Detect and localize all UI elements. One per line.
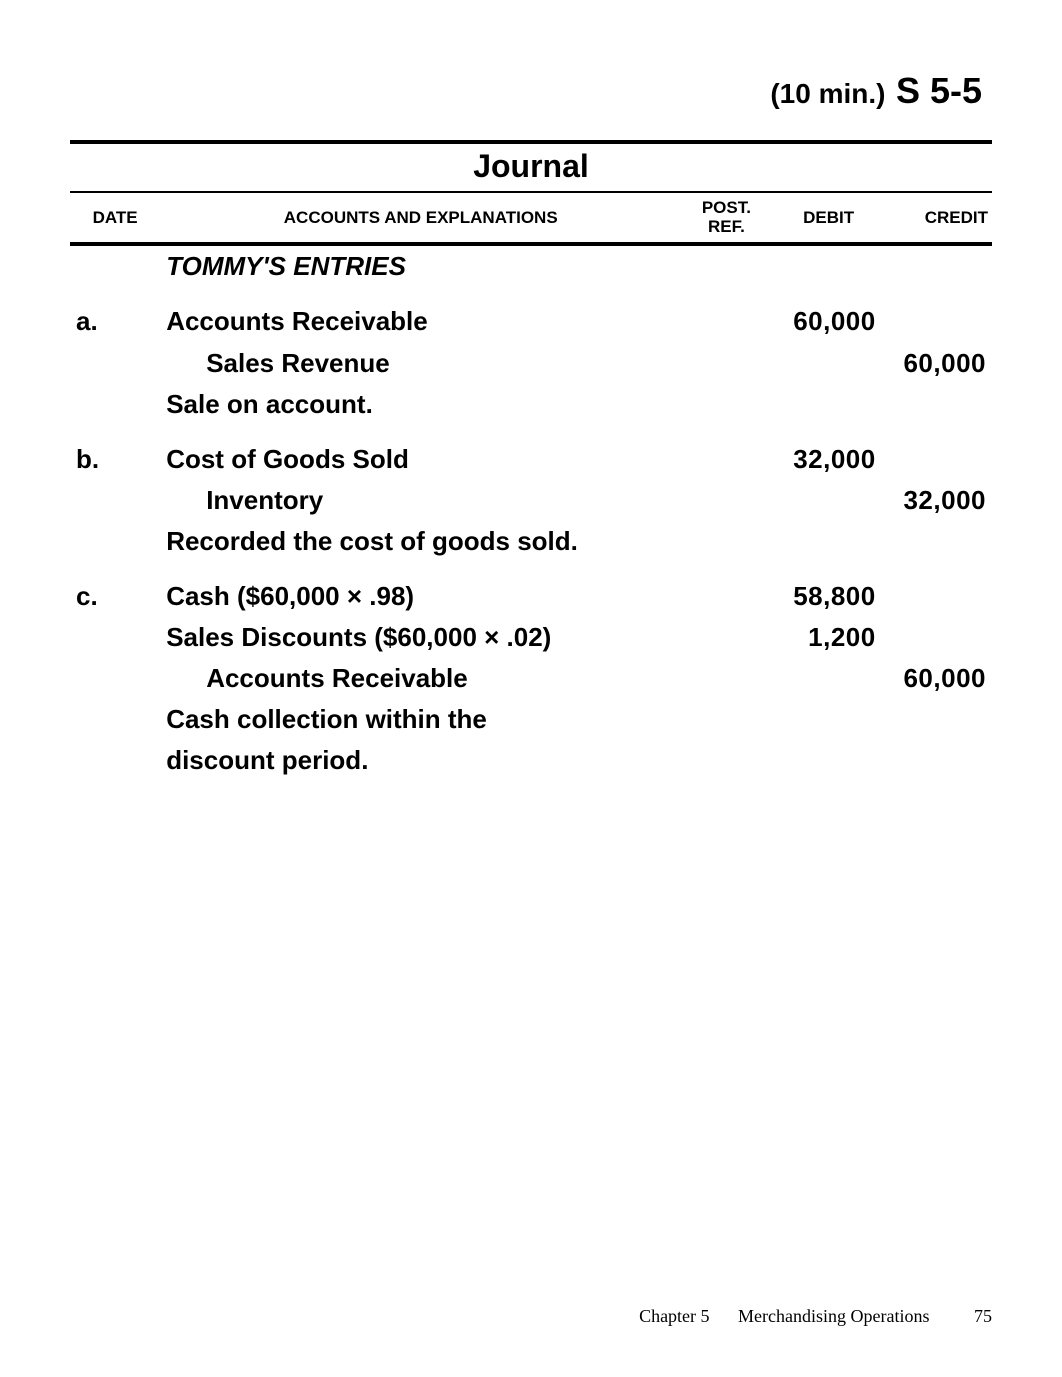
- journal-row: b.Cost of Goods Sold 32,000: [70, 439, 992, 480]
- entries-title-row: TOMMY'S ENTRIES: [70, 244, 992, 287]
- row-debit: [771, 384, 881, 425]
- row-date: b.: [70, 439, 160, 480]
- row-account: Inventory: [160, 480, 681, 521]
- row-postref: [681, 576, 771, 617]
- row-account: Recorded the cost of goods sold.: [160, 521, 681, 562]
- row-credit: 60,000: [882, 658, 992, 699]
- row-credit: [882, 521, 992, 562]
- row-debit: [771, 480, 881, 521]
- row-account: Accounts Receivable: [160, 301, 681, 342]
- row-postref: [681, 343, 771, 384]
- row-postref: [681, 439, 771, 480]
- row-account: Cash collection within the: [160, 699, 681, 740]
- row-credit: [882, 576, 992, 617]
- row-debit: [771, 699, 881, 740]
- row-credit: [882, 384, 992, 425]
- row-account: Accounts Receivable: [160, 658, 681, 699]
- row-date: [70, 343, 160, 384]
- spacer-row: [70, 562, 992, 576]
- row-debit: 32,000: [771, 439, 881, 480]
- row-date: [70, 617, 160, 658]
- row-date: c.: [70, 576, 160, 617]
- page: (10 min.) S 5-5 Journal DATE ACCOUNTS AN…: [0, 0, 1062, 1377]
- col-postref-l1: POST.: [702, 198, 751, 217]
- heading-time: (10 min.): [770, 78, 885, 109]
- row-credit: [882, 740, 992, 781]
- row-date: [70, 480, 160, 521]
- journal-row: Sales Revenue 60,000: [70, 343, 992, 384]
- journal-header-row: DATE ACCOUNTS AND EXPLANATIONS POST. REF…: [70, 192, 992, 244]
- row-credit: 60,000: [882, 343, 992, 384]
- journal-row: Sale on account.: [70, 384, 992, 425]
- journal-row: Accounts Receivable 60,000: [70, 658, 992, 699]
- row-account: Sales Discounts ($60,000 × .02): [160, 617, 681, 658]
- journal-body: TOMMY'S ENTRIES a.Accounts Receivable60,…: [70, 244, 992, 781]
- col-debit: DEBIT: [771, 192, 881, 244]
- row-account: Sale on account.: [160, 384, 681, 425]
- row-date: [70, 658, 160, 699]
- journal-title-row: Journal: [70, 142, 992, 192]
- row-debit: 1,200: [771, 617, 881, 658]
- row-debit: [771, 658, 881, 699]
- journal-row: Sales Discounts ($60,000 × .02) 1,200: [70, 617, 992, 658]
- row-account: discount period.: [160, 740, 681, 781]
- row-postref: [681, 301, 771, 342]
- footer-title: Merchandising Operations: [738, 1306, 929, 1326]
- row-credit: [882, 617, 992, 658]
- row-debit: 58,800: [771, 576, 881, 617]
- journal-row: c.Cash ($60,000 × .98) 58,800: [70, 576, 992, 617]
- row-postref: [681, 740, 771, 781]
- journal-row: Cash collection within the: [70, 699, 992, 740]
- journal-row: Inventory 32,000: [70, 480, 992, 521]
- journal-row: discount period.: [70, 740, 992, 781]
- row-account: Cost of Goods Sold: [160, 439, 681, 480]
- row-date: [70, 384, 160, 425]
- row-postref: [681, 521, 771, 562]
- spacer-row: [70, 425, 992, 439]
- col-postref: POST. REF.: [681, 192, 771, 244]
- row-debit: [771, 740, 881, 781]
- heading-code: S 5-5: [896, 70, 982, 111]
- row-date: [70, 699, 160, 740]
- row-date: [70, 521, 160, 562]
- row-postref: [681, 480, 771, 521]
- col-postref-l2: REF.: [708, 217, 745, 236]
- row-credit: [882, 439, 992, 480]
- footer-chapter: Chapter 5: [639, 1306, 709, 1326]
- row-postref: [681, 384, 771, 425]
- row-postref: [681, 658, 771, 699]
- spacer-row: [70, 287, 992, 301]
- col-credit: CREDIT: [882, 192, 992, 244]
- journal-row: Recorded the cost of goods sold.: [70, 521, 992, 562]
- row-account: Cash ($60,000 × .98): [160, 576, 681, 617]
- row-account: Sales Revenue: [160, 343, 681, 384]
- row-date: [70, 740, 160, 781]
- page-footer: Chapter 5 Merchandising Operations 75: [639, 1306, 992, 1327]
- row-date: a.: [70, 301, 160, 342]
- journal-table: Journal DATE ACCOUNTS AND EXPLANATIONS P…: [70, 140, 992, 782]
- footer-page: 75: [974, 1306, 992, 1326]
- row-postref: [681, 617, 771, 658]
- row-debit: [771, 521, 881, 562]
- col-date: DATE: [70, 192, 160, 244]
- row-credit: [882, 301, 992, 342]
- row-debit: [771, 343, 881, 384]
- row-postref: [681, 699, 771, 740]
- entries-title: TOMMY'S ENTRIES: [166, 251, 406, 281]
- journal-title: Journal: [70, 142, 992, 192]
- row-credit: [882, 699, 992, 740]
- row-credit: 32,000: [882, 480, 992, 521]
- col-accounts: ACCOUNTS AND EXPLANATIONS: [160, 192, 681, 244]
- row-debit: 60,000: [771, 301, 881, 342]
- journal-row: a.Accounts Receivable 60,000: [70, 301, 992, 342]
- page-heading: (10 min.) S 5-5: [70, 70, 992, 112]
